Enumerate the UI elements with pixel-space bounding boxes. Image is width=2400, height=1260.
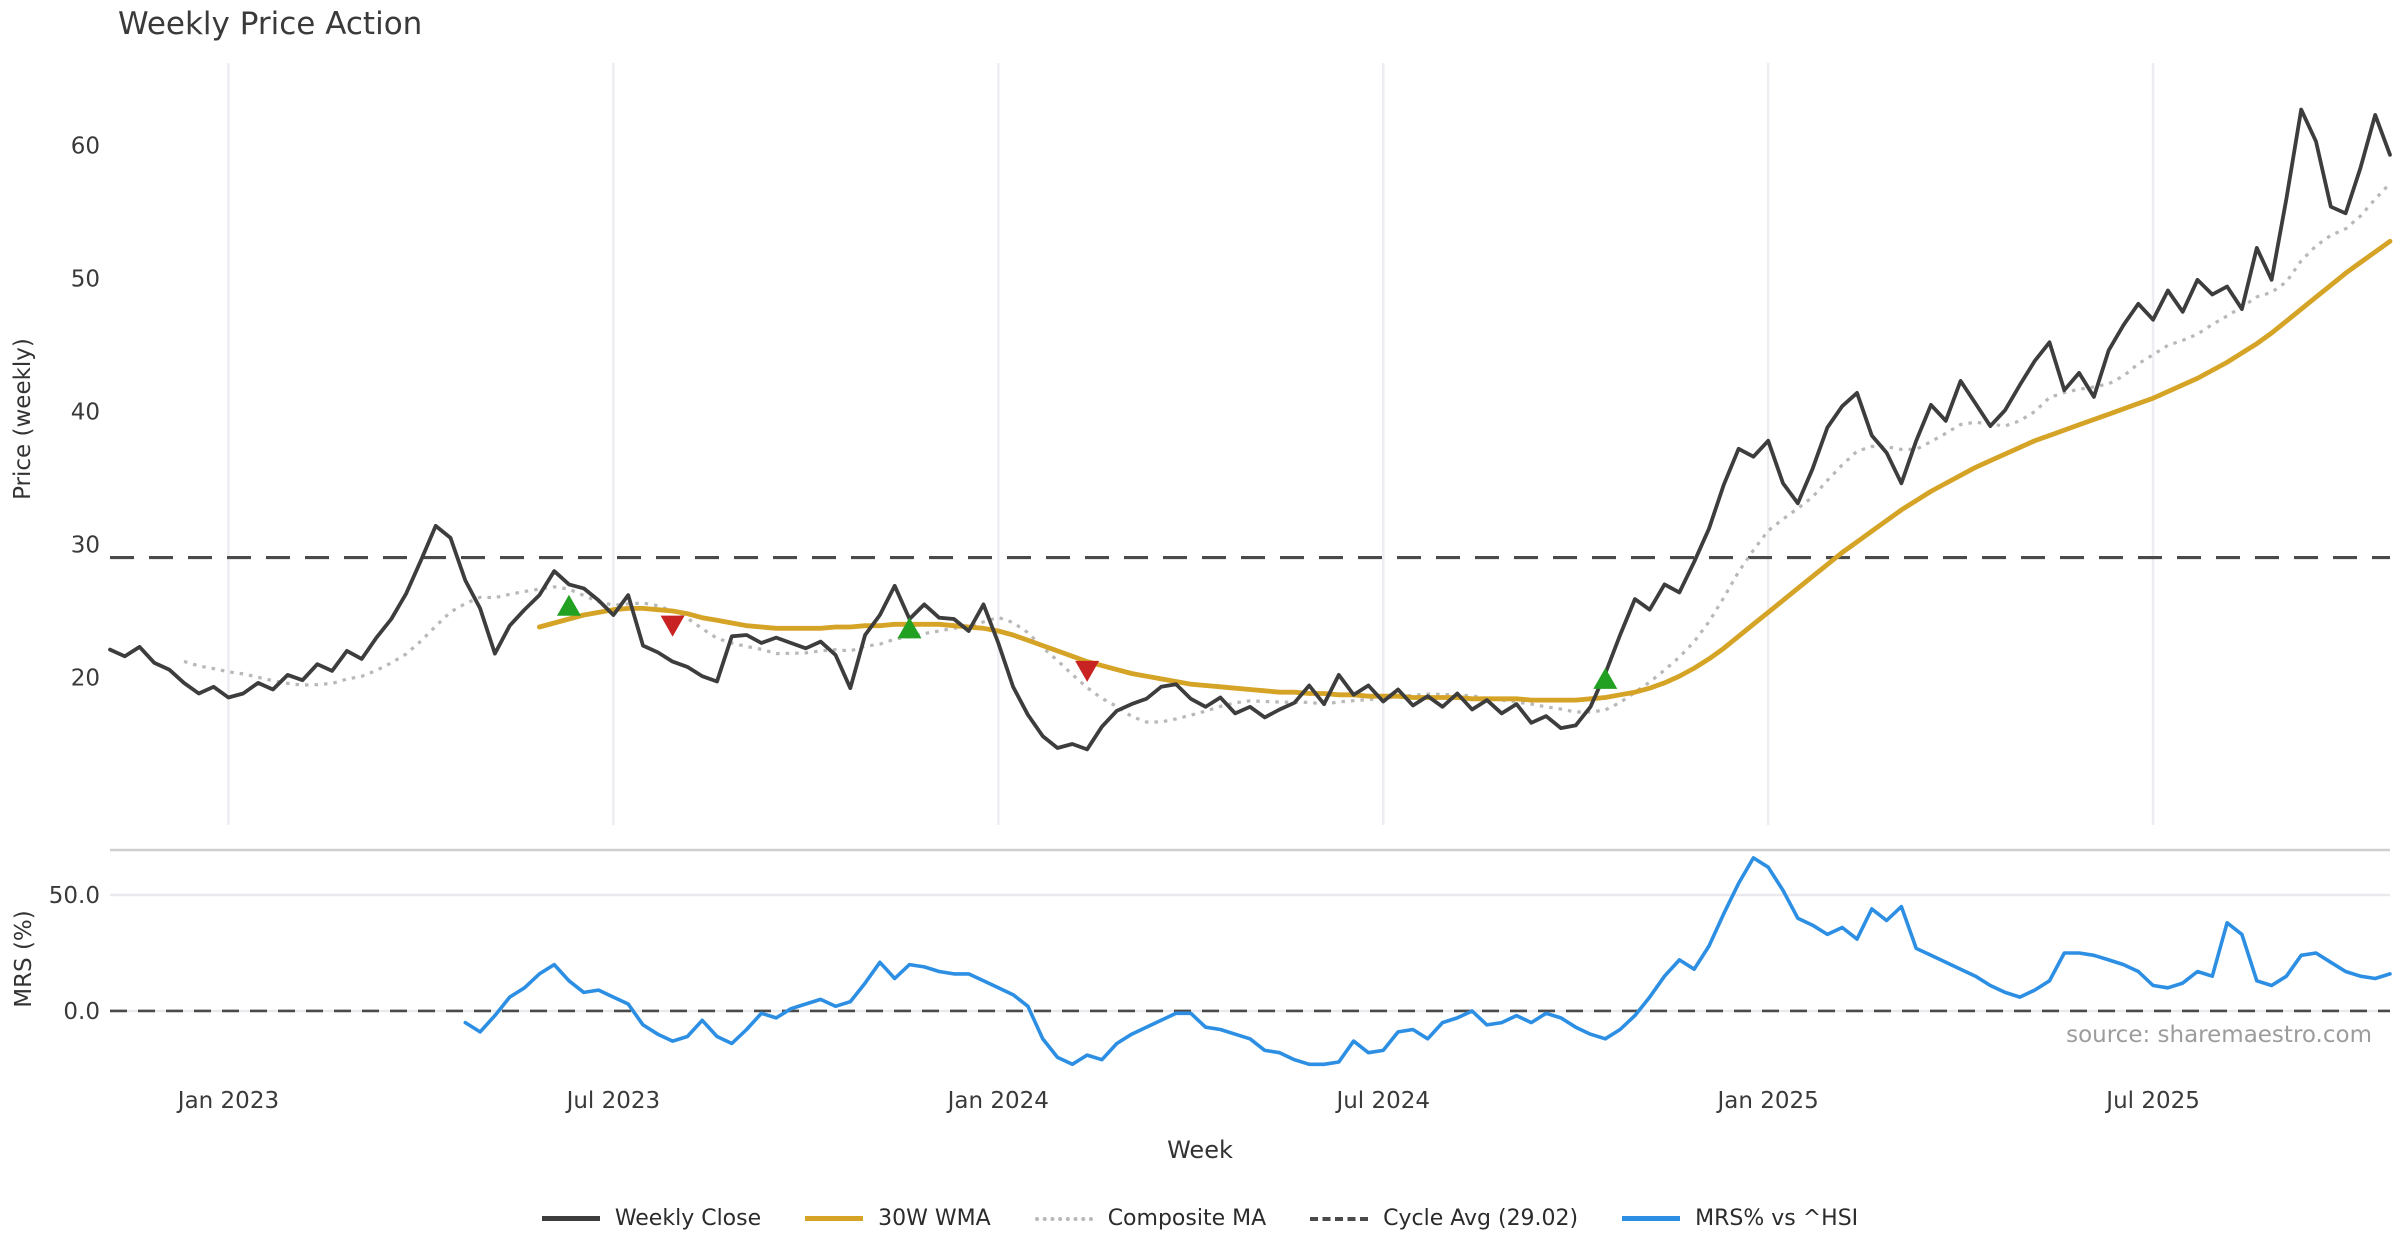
price-tick-label: 30	[71, 533, 100, 559]
mrs-tick-label: 0.0	[63, 999, 100, 1025]
legend-label: Cycle Avg (29.02)	[1383, 1206, 1579, 1231]
x-axis-label: Week	[1167, 1136, 1233, 1164]
composite-ma-line	[183, 182, 2392, 724]
mrs-line-swatch-icon	[1622, 1216, 1681, 1221]
legend-label: MRS% vs ^HSI	[1695, 1206, 1859, 1231]
x-tick-label: Jul 2024	[1334, 1088, 1430, 1114]
x-tick-label: Jan 2025	[1716, 1088, 1819, 1114]
legend-item-composite-ma: Composite MA	[1034, 1206, 1267, 1231]
mrs-tick-label: 50.0	[49, 883, 100, 909]
x-tick-label: Jan 2024	[946, 1088, 1049, 1114]
sell-signal-marker	[660, 615, 685, 637]
source-note: source: sharemaestro.com	[2066, 1022, 2372, 1048]
chart-title: Weekly Price Action	[118, 6, 423, 42]
price-tick-label: 40	[71, 400, 100, 426]
legend-label: 30W WMA	[878, 1206, 991, 1231]
legend-item-cycle-avg: Cycle Avg (29.02)	[1310, 1206, 1578, 1231]
price-tick-label: 60	[71, 133, 100, 159]
legend-label: Composite MA	[1107, 1206, 1267, 1231]
wma30-line	[537, 238, 2393, 703]
buy-signal-marker	[556, 594, 581, 616]
price-tick-label: 50	[71, 267, 100, 293]
legend-label: Weekly Close	[614, 1206, 762, 1231]
sell-signal-marker	[1075, 660, 1100, 682]
x-tick-label: Jan 2023	[176, 1088, 279, 1114]
buy-signal-marker	[897, 617, 922, 639]
mrs-line	[463, 856, 2392, 1067]
legend-item-mrs: MRS% vs ^HSI	[1622, 1206, 1858, 1231]
cycle-avg-line-swatch-icon	[1310, 1216, 1369, 1221]
weekly-close-line-swatch-icon	[541, 1216, 600, 1221]
buy-signal-marker	[1593, 667, 1618, 689]
legend-item-30w-wma: 30W WMA	[805, 1206, 991, 1231]
wma-line-swatch-icon	[805, 1216, 864, 1221]
x-tick-label: Jul 2025	[2104, 1088, 2200, 1114]
weekly-close-line	[108, 107, 2392, 752]
legend: Weekly Close 30W WMA Composite MA Cycle …	[0, 1206, 2400, 1231]
x-tick-label: Jul 2023	[565, 1088, 661, 1114]
price-tick-label: 20	[71, 666, 100, 692]
legend-item-weekly-close: Weekly Close	[541, 1206, 762, 1231]
composite-ma-line-swatch-icon	[1034, 1216, 1093, 1221]
